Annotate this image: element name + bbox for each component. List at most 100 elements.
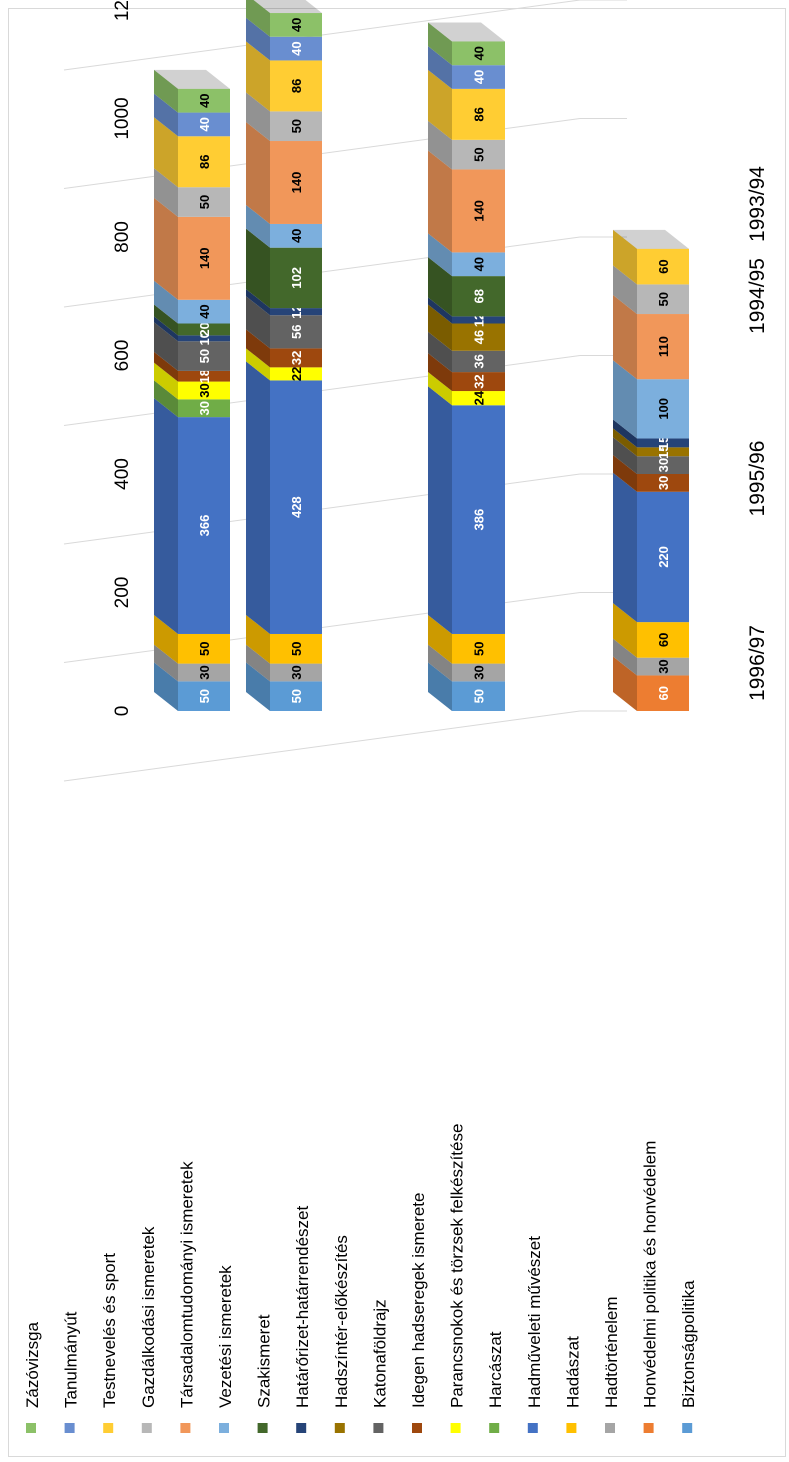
- bar-segment: [270, 111, 322, 142]
- bar-segment: [270, 633, 322, 664]
- data-label: 30: [197, 383, 212, 397]
- bar-segment: [637, 675, 689, 711]
- data-label: 50: [289, 119, 304, 133]
- bar-segment: [637, 474, 689, 492]
- data-label: 428: [289, 496, 304, 518]
- legend-label: Hadműveleti művészet: [525, 1236, 544, 1408]
- bar-segment: [270, 60, 322, 112]
- value-axis-tick-label: 1000: [112, 97, 133, 139]
- legend-swatch: [334, 1423, 345, 1433]
- bar-segment: [452, 139, 505, 170]
- data-label: 40: [472, 46, 487, 60]
- bar-segment-depth: [246, 41, 270, 112]
- legend-label: Katonaföldrajz: [370, 1299, 389, 1408]
- bar-segment: [270, 308, 322, 316]
- bar-segment-depth: [154, 168, 178, 217]
- bar-segment-depth: [613, 428, 637, 457]
- bar-segment: [270, 13, 322, 37]
- data-label: 46: [472, 330, 487, 344]
- bar-segment-depth: [154, 304, 178, 336]
- data-label: 100: [656, 398, 671, 420]
- bar-segment: [178, 663, 230, 682]
- data-label: 18: [197, 369, 212, 383]
- bar-segment: [452, 372, 505, 392]
- category-axis-label: 1995/96: [746, 441, 769, 517]
- bar-segment: [637, 284, 689, 315]
- legend-label: Honvédelmi politika és honvédelem: [641, 1141, 660, 1408]
- bar-segment: [452, 323, 505, 351]
- data-label: 366: [197, 515, 212, 537]
- bar-segment-depth: [246, 348, 270, 381]
- bar-segment: [178, 381, 230, 400]
- legend-label: Zázóvizsga: [23, 1321, 42, 1408]
- data-label: 32: [289, 351, 304, 365]
- category-axis-label: 1996/97: [746, 625, 769, 701]
- legend-swatch: [219, 1423, 229, 1433]
- bar-segment-depth: [246, 122, 270, 224]
- legend-label: Gazdálkodási ismeretek: [139, 1226, 158, 1408]
- data-label: 68: [472, 289, 487, 303]
- data-label: 220: [656, 546, 671, 568]
- data-label: 86: [289, 79, 304, 93]
- bar-segment-depth: [246, 296, 270, 349]
- data-label: 50: [472, 642, 487, 656]
- bar-segment-depth: [613, 656, 637, 711]
- bar-segment: [637, 657, 689, 676]
- data-label: 50: [289, 689, 304, 703]
- legend-label: Parancsnokok és törzsek felkészítése: [448, 1124, 467, 1408]
- bar-segment: [452, 633, 505, 664]
- legend-swatch: [373, 1423, 384, 1433]
- bar-segment-depth: [154, 362, 178, 400]
- data-label: 140: [197, 247, 212, 269]
- bar-segment: [452, 405, 505, 634]
- bar-segment: [637, 314, 689, 380]
- bar-segment: [637, 491, 689, 623]
- legend-swatch: [527, 1423, 538, 1433]
- legend-swatch: [64, 1423, 75, 1433]
- data-label: 56: [289, 325, 304, 339]
- data-label: 20: [197, 322, 212, 336]
- data-label: 140: [472, 200, 487, 222]
- bar-segment: [178, 370, 230, 382]
- legend-swatch: [103, 1423, 114, 1433]
- data-label: 30: [656, 458, 671, 472]
- data-label: 36: [472, 354, 487, 368]
- data-label: 24: [472, 390, 487, 405]
- bar-segment-depth: [428, 120, 452, 170]
- bar-segment: [178, 399, 230, 418]
- bar-top-cap: [613, 229, 689, 249]
- bar-segment-depth: [428, 297, 452, 324]
- legend-swatch: [605, 1423, 615, 1433]
- bar-top-cap: [154, 69, 230, 89]
- data-label: 50: [197, 349, 212, 363]
- bar-segment-depth: [246, 0, 270, 37]
- bar-segment-depth: [613, 419, 637, 448]
- data-label: 40: [472, 257, 487, 271]
- bar-segment: [270, 348, 322, 368]
- bar-segment-depth: [613, 472, 637, 623]
- legend-swatch: [566, 1423, 577, 1433]
- bar-segment: [178, 112, 230, 137]
- legend-swatch: [643, 1423, 654, 1433]
- data-label: 40: [289, 18, 304, 32]
- bar-segment: [178, 341, 230, 371]
- bar-top-cap: [253, 0, 322, 14]
- legend-label: Tanulmányút: [62, 1311, 81, 1408]
- data-label: 40: [197, 304, 212, 318]
- category-axis-label: 1993/94: [746, 166, 769, 242]
- bar-segment: [452, 252, 505, 277]
- legend-label: Idegen hadseregek ismerete: [409, 1193, 428, 1408]
- bar-segment: [452, 681, 505, 711]
- data-label: 60: [656, 633, 671, 647]
- bar-segment-depth: [154, 351, 178, 382]
- legend-label: Hadászat: [563, 1336, 582, 1408]
- data-label: 50: [472, 147, 487, 161]
- bar-segment: [637, 438, 689, 448]
- bar-segment: [178, 633, 230, 664]
- bar-segment: [270, 380, 322, 634]
- bar-segment: [637, 456, 689, 474]
- bar-segment-depth: [613, 455, 637, 492]
- bar-segment: [270, 36, 322, 61]
- bar-segment-depth: [154, 117, 178, 188]
